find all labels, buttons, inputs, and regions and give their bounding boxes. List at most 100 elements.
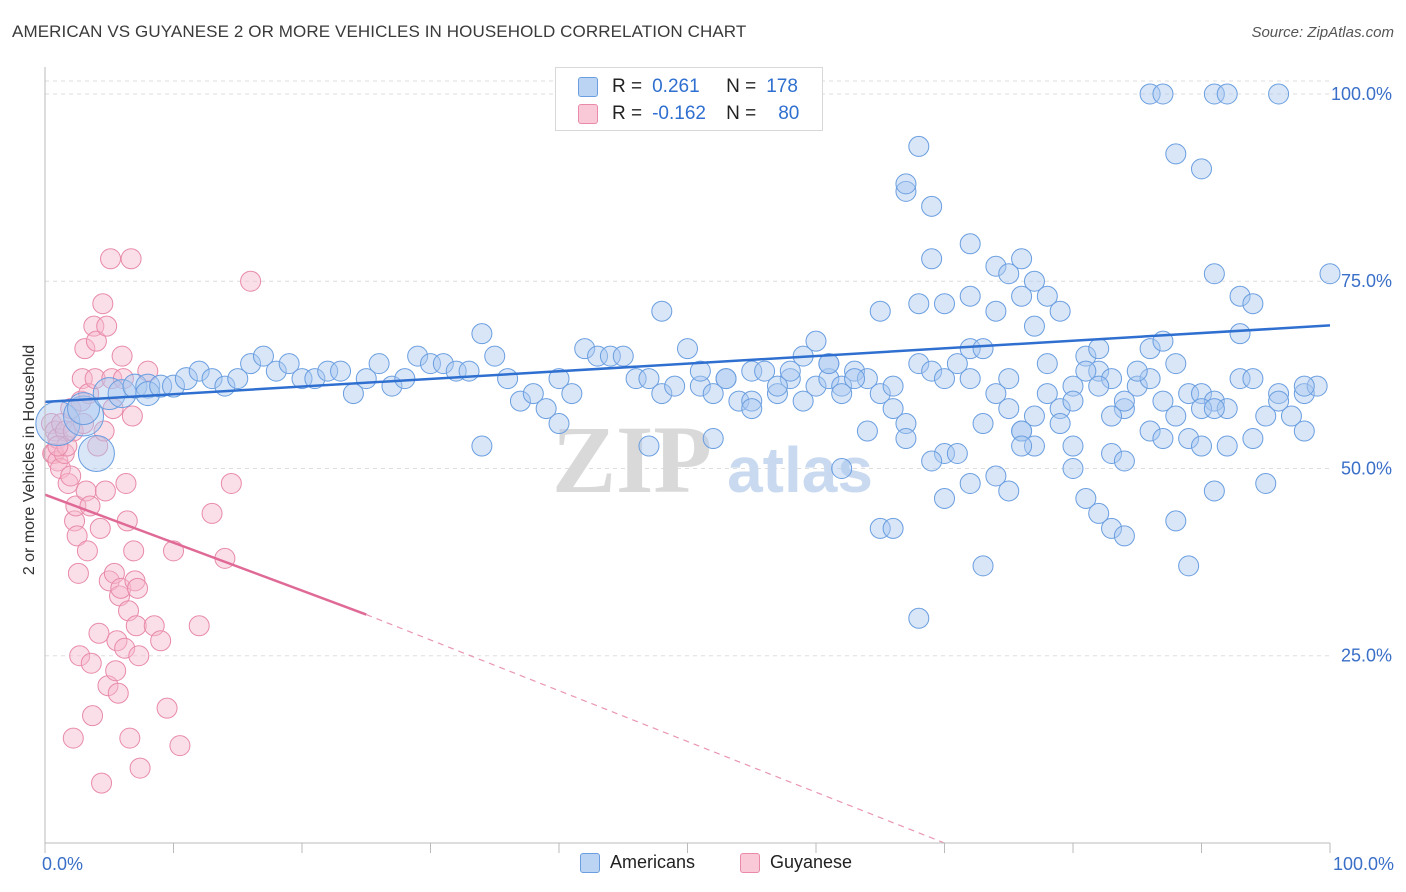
guyanese-point [201, 502, 223, 524]
americans-point [1049, 398, 1071, 420]
americans-point [805, 375, 827, 397]
americans-point [946, 443, 968, 465]
americans-point [921, 248, 943, 270]
americans-point [1113, 525, 1135, 547]
americans-point [882, 517, 904, 539]
guyanese-point [123, 540, 145, 562]
americans-point [869, 300, 891, 322]
source-label: Source: ZipAtlas.com [1251, 24, 1394, 41]
americans-point [1280, 405, 1302, 427]
guyanese-point [60, 465, 82, 487]
americans-point [1242, 293, 1264, 315]
guyanese-point [110, 577, 132, 599]
americans-point [420, 353, 441, 375]
guyanese-point [96, 315, 118, 337]
americans-point [471, 323, 493, 345]
americans-point [1255, 472, 1277, 494]
americans-point [959, 368, 981, 390]
correlation-legend: R = 0.261 N = 178 R = -0.162 N = 80 [555, 67, 823, 131]
y-tick-label: 25.0% [1341, 646, 1392, 666]
americans-point [188, 360, 210, 382]
guyanese-point [128, 645, 150, 667]
americans-point [985, 465, 1007, 487]
legend-item-guyanese[interactable]: Guyanese [740, 852, 852, 873]
legend-r-label: R = [612, 76, 643, 97]
y-tick-label: 50.0% [1341, 458, 1392, 478]
legend-item-americans[interactable]: Americans [580, 852, 695, 873]
watermark-atlas: atlas [727, 434, 873, 506]
americans-point [908, 135, 930, 157]
americans-point [1049, 300, 1071, 322]
americans-point [625, 368, 647, 390]
americans-point [934, 293, 955, 315]
guyanese-point [169, 735, 191, 757]
legend-row-americans: R = 0.261 N = 178 [578, 74, 798, 100]
americans-point [1113, 450, 1135, 472]
americans-point [1113, 398, 1135, 420]
guyanese-point [156, 697, 178, 719]
guyanese-point [94, 480, 116, 502]
americans-point [1203, 83, 1225, 105]
americans-point [1036, 285, 1058, 307]
americans-point [1036, 383, 1058, 405]
americans-point [895, 428, 917, 450]
americans-point [1203, 398, 1225, 420]
guyanese-point [163, 540, 184, 562]
americans-point [921, 450, 943, 472]
guyanese-point [107, 682, 129, 704]
guyanese-point [67, 562, 89, 584]
americans-point [677, 338, 698, 360]
americans-point [934, 443, 955, 465]
americans-point [638, 368, 660, 390]
americans-point [972, 413, 994, 435]
americans-point [77, 435, 115, 473]
americans-point [895, 173, 917, 195]
americans-point [882, 398, 904, 420]
americans-point [741, 390, 763, 412]
americans-point [1242, 368, 1264, 390]
guyanese-point [73, 413, 95, 435]
americans-point [895, 180, 917, 202]
americans-point [1165, 143, 1187, 165]
legend-americans-label: Americans [610, 852, 696, 872]
guyanese-point [82, 705, 104, 727]
americans-point [1255, 405, 1277, 427]
americans-point [1268, 83, 1290, 105]
americans-point [1101, 368, 1123, 390]
americans-point [174, 367, 198, 391]
series-legend: Americans Guyanese [0, 852, 1406, 876]
guyanese-point [121, 405, 143, 427]
guyanese-trend-extension [366, 613, 945, 844]
legend-row-guyanese: R = -0.162 N = 80 [578, 101, 799, 127]
americans-point [1126, 375, 1148, 397]
americans-point [998, 480, 1020, 502]
americans-point [1023, 435, 1045, 457]
americans-point [122, 373, 148, 399]
americans-point [702, 383, 724, 405]
americans-point [998, 368, 1020, 390]
americans-point [831, 383, 853, 405]
americans-point [664, 375, 686, 397]
guyanese-point [115, 472, 137, 494]
americans-point [895, 413, 917, 435]
americans-point [1049, 413, 1071, 435]
americans-point [831, 375, 853, 397]
americans-point [587, 345, 609, 367]
americans-point [985, 255, 1007, 277]
americans-point [1139, 338, 1161, 360]
americans-swatch [580, 852, 600, 873]
legend-n-value: 80 [778, 103, 800, 124]
x-tick-label: 0.0% [42, 854, 83, 874]
americans-point [1216, 398, 1238, 420]
trend-lines [44, 324, 1331, 844]
americans-point [818, 353, 840, 375]
americans-point [985, 300, 1007, 322]
americans-point [1101, 405, 1123, 427]
americans-point [291, 368, 313, 390]
legend-n-value: 178 [766, 76, 798, 97]
americans-point [1229, 323, 1251, 345]
americans-point [1268, 383, 1290, 405]
americans-point [1011, 285, 1033, 307]
americans-point [1229, 368, 1251, 390]
guyanese-point [220, 472, 242, 494]
